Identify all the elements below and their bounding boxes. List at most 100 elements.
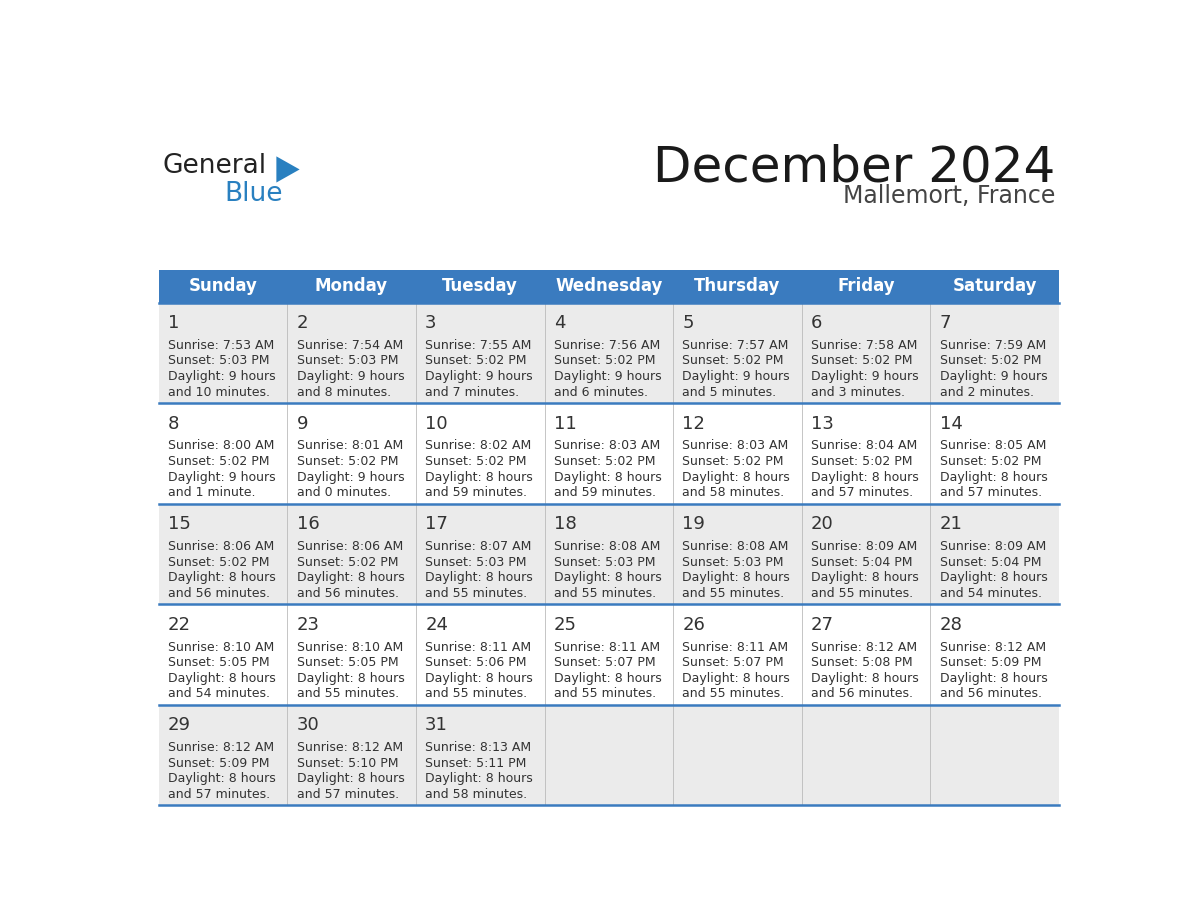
Text: Sunday: Sunday <box>189 277 258 296</box>
Text: 19: 19 <box>682 515 706 533</box>
Text: Sunset: 5:02 PM: Sunset: 5:02 PM <box>940 455 1041 468</box>
Text: 22: 22 <box>168 616 191 634</box>
Text: Sunrise: 8:12 AM: Sunrise: 8:12 AM <box>811 641 917 654</box>
Text: 5: 5 <box>682 314 694 332</box>
Text: and 8 minutes.: and 8 minutes. <box>297 386 391 398</box>
Bar <box>287 270 416 303</box>
Text: Sunrise: 8:11 AM: Sunrise: 8:11 AM <box>425 641 531 654</box>
Text: Sunrise: 8:11 AM: Sunrise: 8:11 AM <box>682 641 789 654</box>
Text: 4: 4 <box>554 314 565 332</box>
Text: Monday: Monday <box>315 277 388 296</box>
Text: Sunrise: 8:09 AM: Sunrise: 8:09 AM <box>811 540 917 553</box>
Text: Sunset: 5:02 PM: Sunset: 5:02 PM <box>554 455 656 468</box>
Text: 29: 29 <box>168 716 191 734</box>
Text: Sunset: 5:05 PM: Sunset: 5:05 PM <box>297 656 398 669</box>
Text: Sunset: 5:09 PM: Sunset: 5:09 PM <box>940 656 1041 669</box>
Text: Daylight: 8 hours: Daylight: 8 hours <box>811 672 918 685</box>
Text: 12: 12 <box>682 415 706 432</box>
Text: Daylight: 8 hours: Daylight: 8 hours <box>425 772 533 785</box>
Text: Daylight: 9 hours: Daylight: 9 hours <box>554 370 662 383</box>
Text: and 6 minutes.: and 6 minutes. <box>554 386 647 398</box>
Text: 8: 8 <box>168 415 179 432</box>
Bar <box>158 604 1060 705</box>
Text: 16: 16 <box>297 515 320 533</box>
Text: and 55 minutes.: and 55 minutes. <box>554 688 656 700</box>
Text: Daylight: 8 hours: Daylight: 8 hours <box>811 471 918 484</box>
Text: Sunset: 5:02 PM: Sunset: 5:02 PM <box>682 455 784 468</box>
Text: Friday: Friday <box>838 277 895 296</box>
Text: 3: 3 <box>425 314 437 332</box>
Text: 28: 28 <box>940 616 962 634</box>
Text: and 10 minutes.: and 10 minutes. <box>168 386 270 398</box>
Text: and 58 minutes.: and 58 minutes. <box>425 788 527 800</box>
Text: Sunrise: 8:06 AM: Sunrise: 8:06 AM <box>297 540 403 553</box>
Text: Daylight: 8 hours: Daylight: 8 hours <box>682 571 790 584</box>
Text: 13: 13 <box>811 415 834 432</box>
Text: Wednesday: Wednesday <box>555 277 663 296</box>
Text: Sunrise: 8:02 AM: Sunrise: 8:02 AM <box>425 440 531 453</box>
Text: Sunrise: 8:08 AM: Sunrise: 8:08 AM <box>554 540 661 553</box>
Text: Sunrise: 7:53 AM: Sunrise: 7:53 AM <box>168 339 274 352</box>
Text: Sunset: 5:05 PM: Sunset: 5:05 PM <box>168 656 270 669</box>
Text: Sunset: 5:02 PM: Sunset: 5:02 PM <box>811 455 912 468</box>
Text: Sunset: 5:02 PM: Sunset: 5:02 PM <box>297 455 398 468</box>
Text: Daylight: 8 hours: Daylight: 8 hours <box>297 772 404 785</box>
Text: Sunrise: 7:55 AM: Sunrise: 7:55 AM <box>425 339 531 352</box>
Text: and 55 minutes.: and 55 minutes. <box>425 587 527 599</box>
Text: and 59 minutes.: and 59 minutes. <box>554 487 656 499</box>
Text: Sunrise: 8:00 AM: Sunrise: 8:00 AM <box>168 440 274 453</box>
Text: Daylight: 8 hours: Daylight: 8 hours <box>168 672 276 685</box>
Text: Sunrise: 8:07 AM: Sunrise: 8:07 AM <box>425 540 531 553</box>
Text: Sunset: 5:11 PM: Sunset: 5:11 PM <box>425 756 526 769</box>
Text: Daylight: 8 hours: Daylight: 8 hours <box>425 471 533 484</box>
Text: Sunrise: 8:03 AM: Sunrise: 8:03 AM <box>554 440 661 453</box>
Text: Sunset: 5:02 PM: Sunset: 5:02 PM <box>811 354 912 367</box>
Text: 9: 9 <box>297 415 308 432</box>
Text: Daylight: 8 hours: Daylight: 8 hours <box>940 571 1048 584</box>
Text: Sunset: 5:02 PM: Sunset: 5:02 PM <box>168 555 270 568</box>
Text: Sunrise: 8:12 AM: Sunrise: 8:12 AM <box>297 741 403 754</box>
Text: 23: 23 <box>297 616 320 634</box>
Text: Sunrise: 8:10 AM: Sunrise: 8:10 AM <box>168 641 274 654</box>
Text: Daylight: 8 hours: Daylight: 8 hours <box>811 571 918 584</box>
Text: 25: 25 <box>554 616 577 634</box>
Text: and 56 minutes.: and 56 minutes. <box>940 688 1042 700</box>
Polygon shape <box>277 156 299 183</box>
Text: and 55 minutes.: and 55 minutes. <box>682 587 784 599</box>
Text: 17: 17 <box>425 515 448 533</box>
Text: and 59 minutes.: and 59 minutes. <box>425 487 527 499</box>
Bar <box>158 504 1060 604</box>
Bar <box>802 270 930 303</box>
Text: and 58 minutes.: and 58 minutes. <box>682 487 784 499</box>
Text: Daylight: 8 hours: Daylight: 8 hours <box>682 471 790 484</box>
Text: Daylight: 8 hours: Daylight: 8 hours <box>168 571 276 584</box>
Text: and 55 minutes.: and 55 minutes. <box>682 688 784 700</box>
Text: and 57 minutes.: and 57 minutes. <box>940 487 1042 499</box>
Text: Sunset: 5:02 PM: Sunset: 5:02 PM <box>682 354 784 367</box>
Text: Sunrise: 8:05 AM: Sunrise: 8:05 AM <box>940 440 1047 453</box>
Text: Sunrise: 7:59 AM: Sunrise: 7:59 AM <box>940 339 1045 352</box>
Text: Sunset: 5:09 PM: Sunset: 5:09 PM <box>168 756 270 769</box>
Text: 14: 14 <box>940 415 962 432</box>
Text: Daylight: 8 hours: Daylight: 8 hours <box>425 672 533 685</box>
Text: and 57 minutes.: and 57 minutes. <box>811 487 914 499</box>
Text: Daylight: 8 hours: Daylight: 8 hours <box>297 571 404 584</box>
Text: 20: 20 <box>811 515 834 533</box>
Text: Daylight: 8 hours: Daylight: 8 hours <box>682 672 790 685</box>
Text: Thursday: Thursday <box>694 277 781 296</box>
Text: Sunset: 5:03 PM: Sunset: 5:03 PM <box>168 354 270 367</box>
Text: and 55 minutes.: and 55 minutes. <box>297 688 399 700</box>
Text: Sunrise: 8:06 AM: Sunrise: 8:06 AM <box>168 540 274 553</box>
Text: Sunset: 5:02 PM: Sunset: 5:02 PM <box>297 555 398 568</box>
Text: Daylight: 8 hours: Daylight: 8 hours <box>940 471 1048 484</box>
Text: Sunset: 5:06 PM: Sunset: 5:06 PM <box>425 656 526 669</box>
Text: Sunset: 5:02 PM: Sunset: 5:02 PM <box>940 354 1041 367</box>
Text: and 55 minutes.: and 55 minutes. <box>554 587 656 599</box>
Text: General: General <box>163 153 266 179</box>
Bar <box>158 403 1060 504</box>
Text: 15: 15 <box>168 515 191 533</box>
Text: Daylight: 9 hours: Daylight: 9 hours <box>940 370 1048 383</box>
Text: Mallemort, France: Mallemort, France <box>842 185 1055 208</box>
Text: 7: 7 <box>940 314 952 332</box>
Text: 6: 6 <box>811 314 822 332</box>
